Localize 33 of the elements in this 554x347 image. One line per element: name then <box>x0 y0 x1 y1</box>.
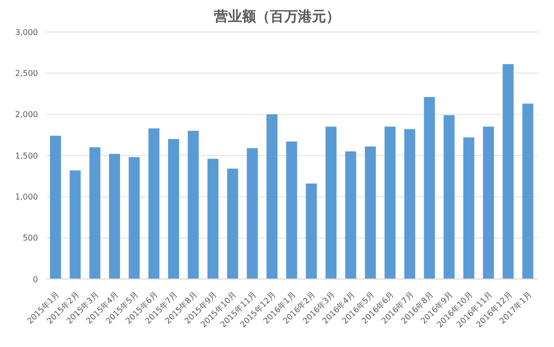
y-tick-label: 3,000 <box>15 28 38 37</box>
bar <box>188 130 199 279</box>
bar <box>70 170 81 279</box>
y-tick-label: 1,500 <box>15 151 38 160</box>
y-tick-label: 0 <box>32 274 38 284</box>
bar <box>148 128 160 279</box>
bar <box>50 136 61 279</box>
bar <box>522 104 534 279</box>
bar <box>326 126 337 279</box>
bar <box>364 146 376 279</box>
bar <box>444 115 455 279</box>
chart-title: 营业额（百万港元） <box>213 8 341 27</box>
y-tick-label: 500 <box>22 234 38 243</box>
bar <box>404 129 416 279</box>
bar <box>502 64 514 279</box>
bar <box>463 137 474 279</box>
bar <box>227 168 238 279</box>
bar <box>246 148 258 279</box>
bar <box>128 157 140 279</box>
bar <box>286 142 298 279</box>
bar <box>424 97 435 279</box>
bar <box>109 154 120 279</box>
bar <box>384 126 396 279</box>
y-tick-label: 2,000 <box>15 110 38 120</box>
y-tick-label: 1,000 <box>15 192 38 202</box>
bar <box>306 183 317 279</box>
bar <box>345 151 356 279</box>
bar <box>168 139 180 279</box>
bar <box>266 114 278 279</box>
bar <box>482 126 494 279</box>
bar <box>89 147 100 279</box>
bar <box>207 158 218 279</box>
y-tick-label: 2,500 <box>15 69 38 78</box>
